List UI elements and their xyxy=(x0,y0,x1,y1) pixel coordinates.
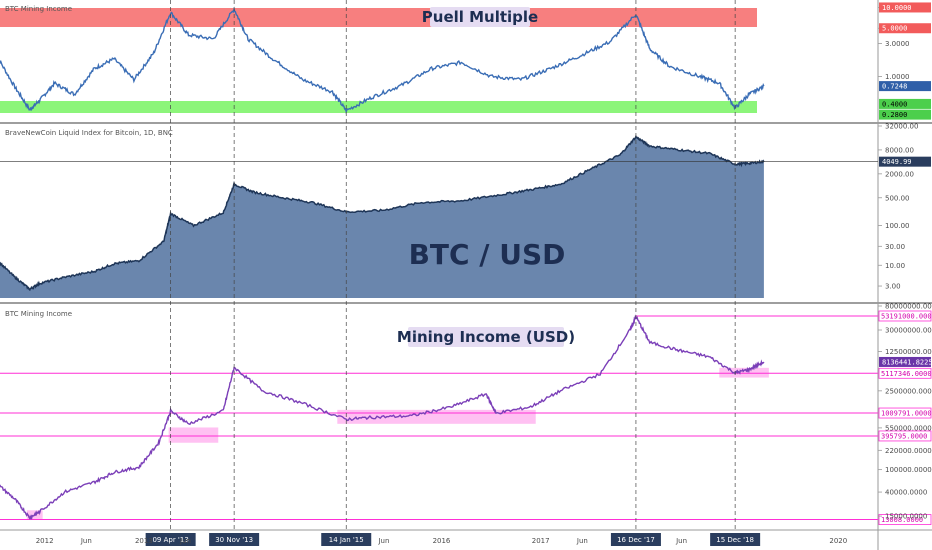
y-tick-label: 30000000.0000 xyxy=(885,327,932,335)
y-tick-label: 3.0000 xyxy=(885,40,910,48)
btc-series-line xyxy=(0,134,765,292)
mining-level-tag-bg xyxy=(878,514,932,525)
btc-area-fill xyxy=(0,136,764,298)
puell-series-line xyxy=(0,6,765,115)
x-tick-label: Jun xyxy=(80,537,92,545)
mining-level-tag-bg xyxy=(878,407,932,419)
x-tick-label: Jun xyxy=(576,537,588,545)
x-tick-label: 2020 xyxy=(829,537,847,545)
y-tick-label: 100.00 xyxy=(885,222,910,230)
mining-panel: BTC Mining Income Mining Income (USD) 53… xyxy=(0,310,932,525)
btc-title: BTC / USD xyxy=(409,238,566,271)
x-tick-label: 2013 xyxy=(135,537,153,545)
mining-subtitle: BTC Mining Income xyxy=(5,310,72,318)
event-label: 09 Apr '13 xyxy=(152,536,188,544)
x-tick-label: 2017 xyxy=(532,537,550,545)
mining-title: Mining Income (USD) xyxy=(397,328,575,346)
y-tick-label: 100000.0000 xyxy=(885,466,932,474)
mining-highlight-box xyxy=(719,367,769,378)
event-label: 14 Jan '15 xyxy=(329,536,364,544)
event-label-bg xyxy=(145,533,196,546)
btc-last-tag-bg xyxy=(879,156,931,167)
mining-level-tag: 13008.0000 xyxy=(881,516,923,524)
puell-band-bottom-tag: 5.0000 xyxy=(882,25,907,33)
event-label: 16 Dec '17 xyxy=(617,536,655,544)
x-tick-label: Jun xyxy=(675,537,687,545)
btc-last-tag: 4049.99 xyxy=(882,158,912,166)
puell-panel: BTC Mining Income Puell Multiple xyxy=(0,5,765,115)
mining-last-tag-bg xyxy=(879,356,931,367)
y-tick-label: 550000.0000 xyxy=(885,424,932,432)
puell-green-bottom-tag-bg xyxy=(879,109,931,120)
mining-level-tag-bg xyxy=(878,310,932,322)
btc-panel: BraveNewCoin Liquid Index for Bitcoin, 1… xyxy=(0,129,878,298)
y-tick-label: 12500000.0000 xyxy=(885,348,932,356)
y-tick-label: 15000.0000 xyxy=(885,513,927,521)
x-tick-label: Jun xyxy=(377,537,389,545)
mining-level-tag: 5117346.0000 xyxy=(881,370,932,378)
y-tick-label: 500.00 xyxy=(885,194,910,202)
y-tick-label: 1.0000 xyxy=(885,73,910,81)
y-tick-label: 80000000.0000 xyxy=(885,303,932,311)
puell-last-tag: 0.7248 xyxy=(882,83,907,91)
event-label-bg xyxy=(209,533,260,546)
puell-band-top-tag: 10.0000 xyxy=(882,4,912,12)
mining-highlight-box xyxy=(168,427,219,443)
puell-last-tag-bg xyxy=(879,81,931,92)
mining-level-tag: 53191000.0000 xyxy=(881,312,932,320)
mining-level-tag: 1009791.0000 xyxy=(881,410,932,418)
x-tick-label: 2012 xyxy=(36,537,54,545)
puell-subtitle: BTC Mining Income xyxy=(5,5,72,13)
mining-level-tag-bg xyxy=(878,367,932,379)
mining-level-tag: 395795.0000 xyxy=(881,432,927,440)
y-tick-label: 30.00 xyxy=(885,243,905,251)
event-label-bg xyxy=(710,533,761,546)
btc-subtitle: BraveNewCoin Liquid Index for Bitcoin, 1… xyxy=(5,129,173,137)
red-band xyxy=(0,8,757,27)
y-tick-label: 10.00 xyxy=(885,262,905,270)
mining-last-tag: 8136441.8225 xyxy=(882,358,932,366)
x-tick-label: 2016 xyxy=(433,537,451,545)
puell-green-top-tag-bg xyxy=(879,98,931,109)
puell-band-bottom-tag-bg xyxy=(879,23,931,34)
y-tick-label: 2000.00 xyxy=(885,170,914,178)
y-tick-label: 40000.0000 xyxy=(885,489,927,497)
event-label: 30 Nov '13 xyxy=(215,536,253,544)
event-label-bg xyxy=(321,533,372,546)
x-tick-label: Jun xyxy=(179,537,191,545)
mining-series-line xyxy=(0,314,765,521)
y-tick-label: 32000.00 xyxy=(885,123,918,131)
puell-green-bottom-tag: 0.2800 xyxy=(882,111,907,119)
green-band xyxy=(0,101,757,113)
y-tick-label: 2500000.0000 xyxy=(885,387,932,395)
event-label-bg xyxy=(610,533,661,546)
puell-title: Puell Multiple xyxy=(422,8,538,26)
y-tick-label: 8000.00 xyxy=(885,146,914,154)
mining-level-tag-bg xyxy=(878,430,932,442)
event-label: 15 Dec '18 xyxy=(716,536,754,544)
y-tick-label: 3.00 xyxy=(885,283,901,291)
puell-green-top-tag: 0.4000 xyxy=(882,100,907,108)
puell-band-top-tag-bg xyxy=(879,2,931,13)
y-tick-label: 220000.0000 xyxy=(885,447,932,455)
